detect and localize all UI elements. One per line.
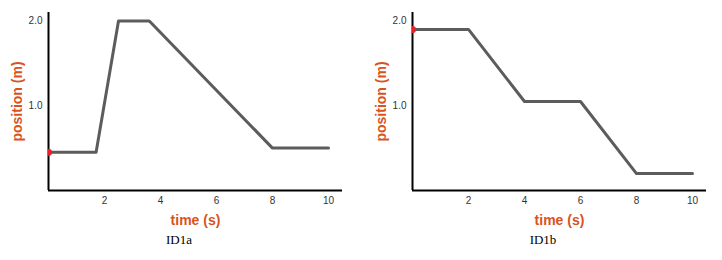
svg-text:6: 6 bbox=[214, 195, 220, 206]
html-text:ID1b: ID1b bbox=[529, 232, 557, 247]
svg-text:2: 2 bbox=[102, 195, 108, 206]
svg-text:2: 2 bbox=[466, 195, 472, 206]
svg-text:10: 10 bbox=[687, 195, 699, 206]
svg-text:8: 8 bbox=[634, 195, 640, 206]
svg-text:position (m): position (m) bbox=[373, 61, 389, 141]
svg-text:time (s): time (s) bbox=[535, 212, 585, 228]
svg-text:4: 4 bbox=[522, 195, 528, 206]
svg-text:4: 4 bbox=[158, 195, 164, 206]
svg-text:6: 6 bbox=[578, 195, 584, 206]
svg-text:10: 10 bbox=[323, 195, 335, 206]
svg-text:time (s): time (s) bbox=[171, 212, 221, 228]
svg-text:1.0: 1.0 bbox=[29, 100, 43, 111]
html-text:ID1a: ID1a bbox=[166, 232, 192, 247]
svg-text:2.0: 2.0 bbox=[29, 15, 43, 26]
svg-text:position (m): position (m) bbox=[9, 61, 25, 141]
svg-text:1.0: 1.0 bbox=[393, 100, 407, 111]
svg-text:8: 8 bbox=[270, 195, 276, 206]
svg-text:2.0: 2.0 bbox=[393, 15, 407, 26]
